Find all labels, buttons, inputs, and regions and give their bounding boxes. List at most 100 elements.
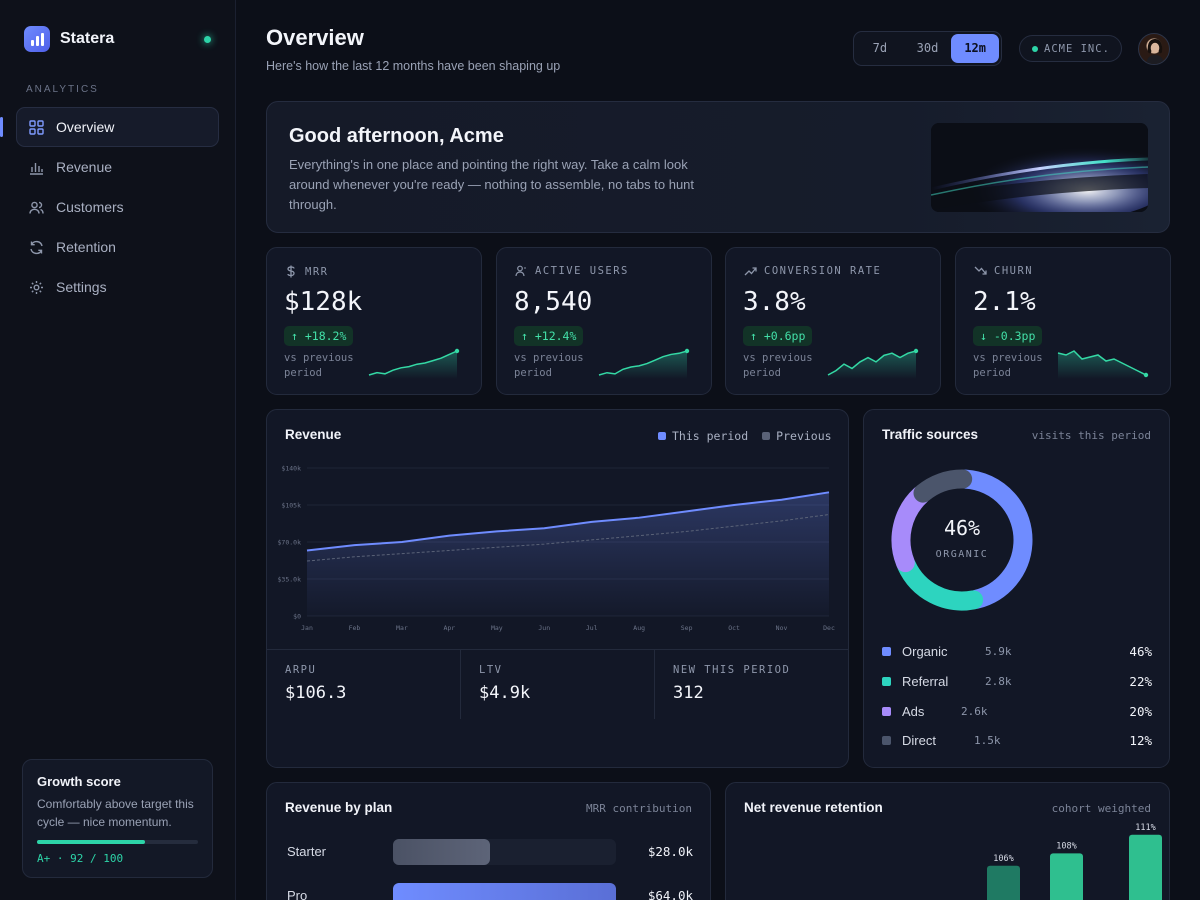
- stat-label: NEW THIS PERIOD: [673, 664, 791, 676]
- growth-progress-fill: [37, 840, 145, 844]
- kpi-value: $128k: [284, 287, 363, 317]
- active-indicator: [0, 117, 3, 137]
- kpi-delta-badge: ↑ +12.4%: [514, 326, 584, 346]
- kpi-card-mrr[interactable]: MRR $128k ↑ +18.2% vs previous period: [266, 247, 482, 395]
- legend-this-period[interactable]: This period: [658, 429, 748, 443]
- org-badge[interactable]: ACME INC.: [1019, 35, 1122, 62]
- nrr-chart[interactable]: 106% 108% 111%: [726, 783, 1170, 900]
- kpi-label-text: ACTIVE USERS: [535, 265, 629, 277]
- kpi-label: ACTIVE USERS: [515, 265, 629, 277]
- source-count: 2.6k: [961, 704, 988, 718]
- sparkline-area: [828, 351, 916, 379]
- plan-amount: $28.0k: [647, 844, 693, 859]
- brand[interactable]: Statera: [24, 26, 114, 52]
- org-status-dot: [1032, 45, 1038, 52]
- sidebar-item-customers[interactable]: Customers: [16, 187, 219, 227]
- plan-bar-track: [393, 839, 616, 865]
- legend-swatch: [882, 677, 891, 687]
- plan-row-pro[interactable]: Pro $64.0k: [287, 883, 693, 900]
- net-revenue-retention-card: Net revenue retention cohort weighted 10…: [725, 782, 1170, 900]
- source-percent: 46%: [1129, 644, 1152, 660]
- legend-label: Previous: [776, 429, 832, 443]
- x-tick-label: Dec: [823, 624, 835, 632]
- x-tick-label: Jan: [301, 624, 313, 632]
- kpi-comparison: vs previous period: [743, 352, 813, 379]
- stat-new-this-period: NEW THIS PERIOD 312: [655, 650, 848, 719]
- x-tick-label: Jun: [538, 624, 550, 632]
- plan-bar-track: [393, 883, 616, 900]
- kpi-label: CONVERSION RATE: [744, 265, 881, 277]
- kpi-value: 3.8%: [743, 287, 806, 317]
- series-area-this-period: [307, 492, 829, 616]
- donut-slice-ads: [891, 469, 1033, 611]
- range-7d-button[interactable]: 7d: [872, 41, 888, 55]
- range-30d-button[interactable]: 30d: [916, 41, 939, 55]
- sidebar-item-retention[interactable]: Retention: [16, 227, 219, 267]
- revenue-stats: ARPU $106.3 LTV $4.9k NEW THIS PERIOD 31…: [267, 649, 848, 719]
- source-name: Direct: [902, 733, 936, 749]
- range-12m-button[interactable]: 12m: [951, 34, 1000, 63]
- welcome-text: Everything's in one place and pointing t…: [289, 157, 695, 212]
- series-line-this-period: [306, 491, 830, 552]
- range-selector: 7d 30d 12m: [853, 31, 1002, 66]
- kpi-comparison: vs previous period: [514, 352, 584, 379]
- sparkline-endpoint: [913, 348, 919, 354]
- revenue-card: Revenue This period Previous $0 $35.0k $70…: [266, 409, 849, 768]
- kpi-card-conversion-rate[interactable]: CONVERSION RATE 3.8% ↑ +0.6pp vs previou…: [725, 247, 941, 395]
- sparkline-endpoint: [684, 348, 690, 354]
- revenue-chart[interactable]: $0 $35.0k $70.0k $105k $140k Jan Feb Mar Apr May J…: [267, 460, 848, 640]
- x-tick-label: Nov: [776, 624, 788, 632]
- sidebar-item-label: Retention: [56, 239, 116, 255]
- kpi-delta-badge: ↑ +18.2%: [284, 326, 354, 346]
- avatar[interactable]: [1138, 33, 1170, 65]
- y-tick-label: $140k: [281, 465, 301, 473]
- sidebar-item-overview[interactable]: Overview: [16, 107, 219, 147]
- plan-row-starter[interactable]: Starter $28.0k: [287, 839, 693, 865]
- traffic-donut[interactable]: [887, 465, 1037, 615]
- kpi-sparkline: [368, 348, 460, 379]
- growth-progress-bar: [37, 840, 198, 844]
- sparkline-line: [1057, 350, 1147, 376]
- growth-score-card: Growth score Comfortably above target th…: [22, 759, 213, 878]
- source-percent: 22%: [1129, 674, 1152, 690]
- sparkline-line: [598, 350, 688, 376]
- sparkline-area: [369, 351, 457, 379]
- x-tick-label: Apr: [443, 624, 455, 632]
- sparkline-endpoint: [454, 348, 460, 354]
- traffic-row-organic[interactable]: Organic 5.9k 46%: [882, 637, 1152, 667]
- legend-label: This period: [672, 429, 749, 443]
- x-tick-label: Aug: [633, 624, 645, 632]
- plan-note: MRR contribution: [586, 802, 692, 815]
- kpi-sparkline: [1057, 350, 1149, 379]
- kpi-card-active-users[interactable]: ACTIVE USERS 8,540 ↑ +12.4% vs previous …: [496, 247, 712, 395]
- donut-center-label: ORGANIC: [935, 549, 989, 560]
- kpi-delta-badge: ↑ +0.6pp: [743, 326, 813, 346]
- plan-bar-fill: [393, 883, 616, 900]
- stat-value: $4.9k: [479, 683, 531, 703]
- nrr-bar-label: 106%: [993, 854, 1013, 864]
- traffic-row-ads[interactable]: Ads 2.6k 20%: [882, 696, 1152, 726]
- kpi-sparkline: [827, 348, 919, 379]
- kpi-card-churn[interactable]: CHURN 2.1% ↓ -0.3pp vs previous period: [955, 247, 1171, 395]
- stat-ltv: LTV $4.9k: [461, 650, 655, 719]
- nrr-bar: [987, 865, 1020, 900]
- greeting: Good afternoon, Acme: [289, 125, 504, 147]
- source-name: Organic: [902, 644, 948, 660]
- nrr-bar-label: 111%: [1135, 823, 1155, 833]
- sidebar-item-revenue[interactable]: Revenue: [16, 147, 219, 187]
- stat-value: 312: [673, 683, 704, 703]
- legend-swatch: [882, 647, 891, 657]
- traffic-row-direct[interactable]: Direct 1.5k 12%: [882, 726, 1152, 756]
- nrr-bar: [1129, 834, 1162, 900]
- traffic-row-referral[interactable]: Referral 2.8k 22%: [882, 667, 1152, 697]
- traffic-note: visits this period: [1031, 429, 1151, 442]
- app-name: Statera: [60, 30, 115, 47]
- kpi-comparison: vs previous period: [973, 352, 1043, 379]
- plan-name: Pro: [287, 888, 308, 900]
- kpi-label: MRR: [285, 265, 328, 278]
- sidebar-item-settings[interactable]: Settings: [16, 267, 219, 307]
- chart-legend: This period Previous: [658, 429, 846, 443]
- legend-previous[interactable]: Previous: [762, 429, 832, 443]
- sparkline-area: [1058, 351, 1146, 379]
- plan-title: Revenue by plan: [285, 800, 393, 815]
